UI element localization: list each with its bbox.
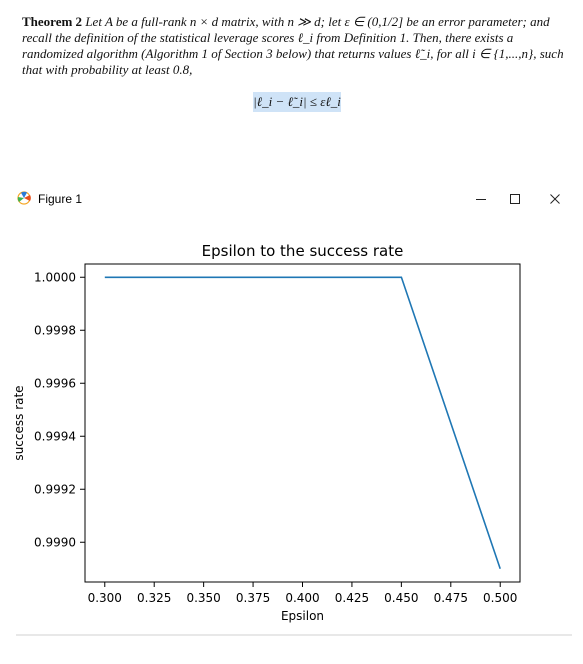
matplotlib-icon (15, 190, 33, 206)
maximize-icon (509, 193, 521, 205)
x-tick-label: 0.350 (186, 591, 220, 605)
x-tick-label: 0.500 (483, 591, 517, 605)
highlighted-formula[interactable]: |ℓ_i − ℓ̃_i| ≤ εℓ_i (253, 92, 341, 112)
x-tick-label: 0.450 (384, 591, 418, 605)
maximize-button[interactable] (500, 187, 530, 211)
y-tick-label: 1.0000 (34, 270, 76, 284)
window-title: Figure 1 (38, 192, 82, 206)
y-tick-label: 0.9998 (34, 323, 76, 337)
series-line (105, 277, 500, 569)
y-tick-label: 0.9994 (34, 429, 76, 443)
y-tick-label: 0.9990 (34, 535, 76, 549)
x-tick-label: 0.475 (434, 591, 468, 605)
line-chart: Epsilon to the success rate 0.300 0.325 0.3… (0, 214, 583, 634)
minimize-icon (475, 193, 487, 205)
y-axis-label: success rate (12, 385, 26, 460)
x-tick-label: 0.425 (335, 591, 369, 605)
figure-canvas[interactable]: Epsilon to the success rate 0.300 0.325 0.3… (0, 214, 583, 634)
figure-window-titlebar[interactable]: Figure 1 (0, 184, 583, 214)
figure-statusbar (16, 634, 572, 636)
close-icon (549, 193, 561, 205)
x-tick-label: 0.300 (88, 591, 122, 605)
chart-title: Epsilon to the success rate (202, 242, 404, 260)
x-tick-label: 0.375 (236, 591, 270, 605)
theorem-text: Let A be a full-rank n × d matrix, with … (22, 14, 564, 77)
y-tick-label: 0.9996 (34, 376, 76, 390)
minimize-button[interactable] (466, 187, 496, 211)
x-tick-label: 0.400 (285, 591, 319, 605)
plot-area-frame (85, 264, 520, 582)
paper-excerpt: Theorem 2 Let A be a full-rank n × d mat… (22, 14, 567, 78)
close-button[interactable] (540, 187, 570, 211)
x-tick-label: 0.325 (137, 591, 171, 605)
x-axis-label: Epsilon (281, 609, 324, 623)
theorem-label: Theorem 2 (22, 14, 82, 29)
y-tick-label: 0.9992 (34, 482, 76, 496)
